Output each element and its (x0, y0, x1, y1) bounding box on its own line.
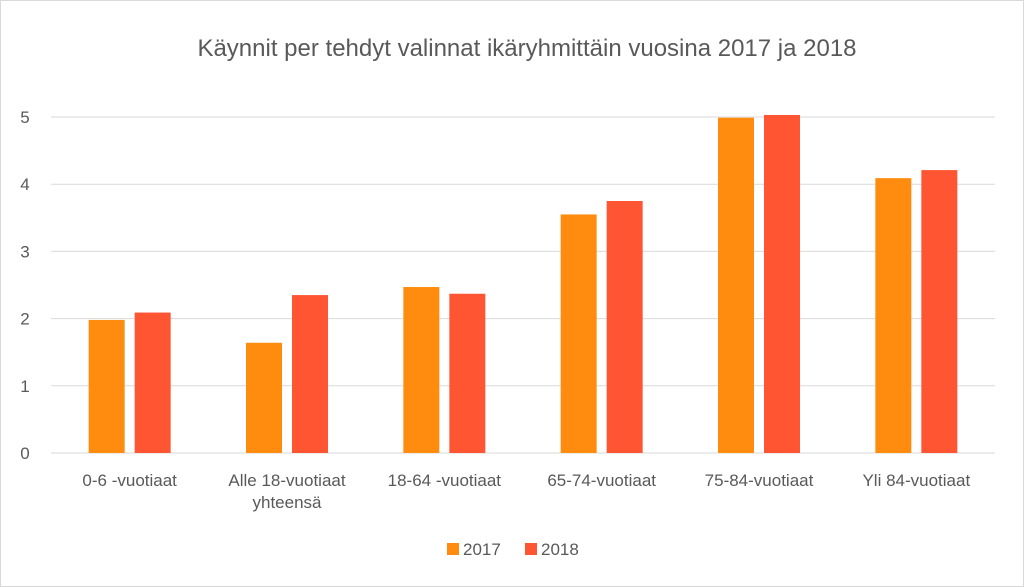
y-tick-label: 3 (20, 242, 29, 261)
bar-2018 (921, 170, 958, 453)
y-axis-ticks: 0 1 2 3 4 5 (20, 108, 29, 463)
x-category-label: Alle 18-vuotiaat (228, 471, 345, 490)
bar-2018 (606, 201, 643, 453)
bar-2018 (292, 295, 328, 453)
bar-2018 (449, 293, 486, 453)
legend-label-2018: 2018 (541, 540, 579, 559)
bar-2018 (764, 114, 800, 453)
bar-2017 (875, 178, 912, 454)
bar-2017 (560, 214, 597, 453)
gridlines (51, 116, 995, 454)
bar-2017 (718, 117, 754, 453)
bar-2018 (134, 312, 171, 453)
bar-2017 (246, 342, 282, 453)
legend-swatch-2017 (447, 543, 459, 555)
x-category-label: 75-84-vuotiaat (705, 471, 814, 490)
x-category-label: Yli 84-vuotiaat (862, 471, 970, 490)
x-category-label: 0-6 -vuotiaat (82, 471, 177, 490)
x-category-label: 65-74-vuotiaat (547, 471, 656, 490)
bars (88, 114, 958, 454)
y-tick-label: 5 (20, 108, 29, 127)
y-tick-label: 2 (20, 310, 29, 329)
x-axis-categories: 0-6 -vuotiaat Alle 18-vuotiaat yhteensä 18-… (82, 471, 970, 512)
y-tick-label: 4 (20, 175, 29, 194)
y-tick-label: 1 (20, 377, 29, 396)
bar-2017 (88, 319, 125, 453)
x-category-label: 18-64 -vuotiaat (388, 471, 502, 490)
legend: 2017 2018 (447, 540, 579, 559)
x-category-label: yhteensä (253, 493, 323, 512)
legend-label-2017: 2017 (463, 540, 501, 559)
y-tick-label: 0 (20, 444, 29, 463)
chart-title: Käynnit per tehdyt valinnat ikäryhmittäi… (197, 35, 856, 62)
bar-2017 (403, 287, 440, 453)
legend-swatch-2018 (525, 543, 537, 555)
